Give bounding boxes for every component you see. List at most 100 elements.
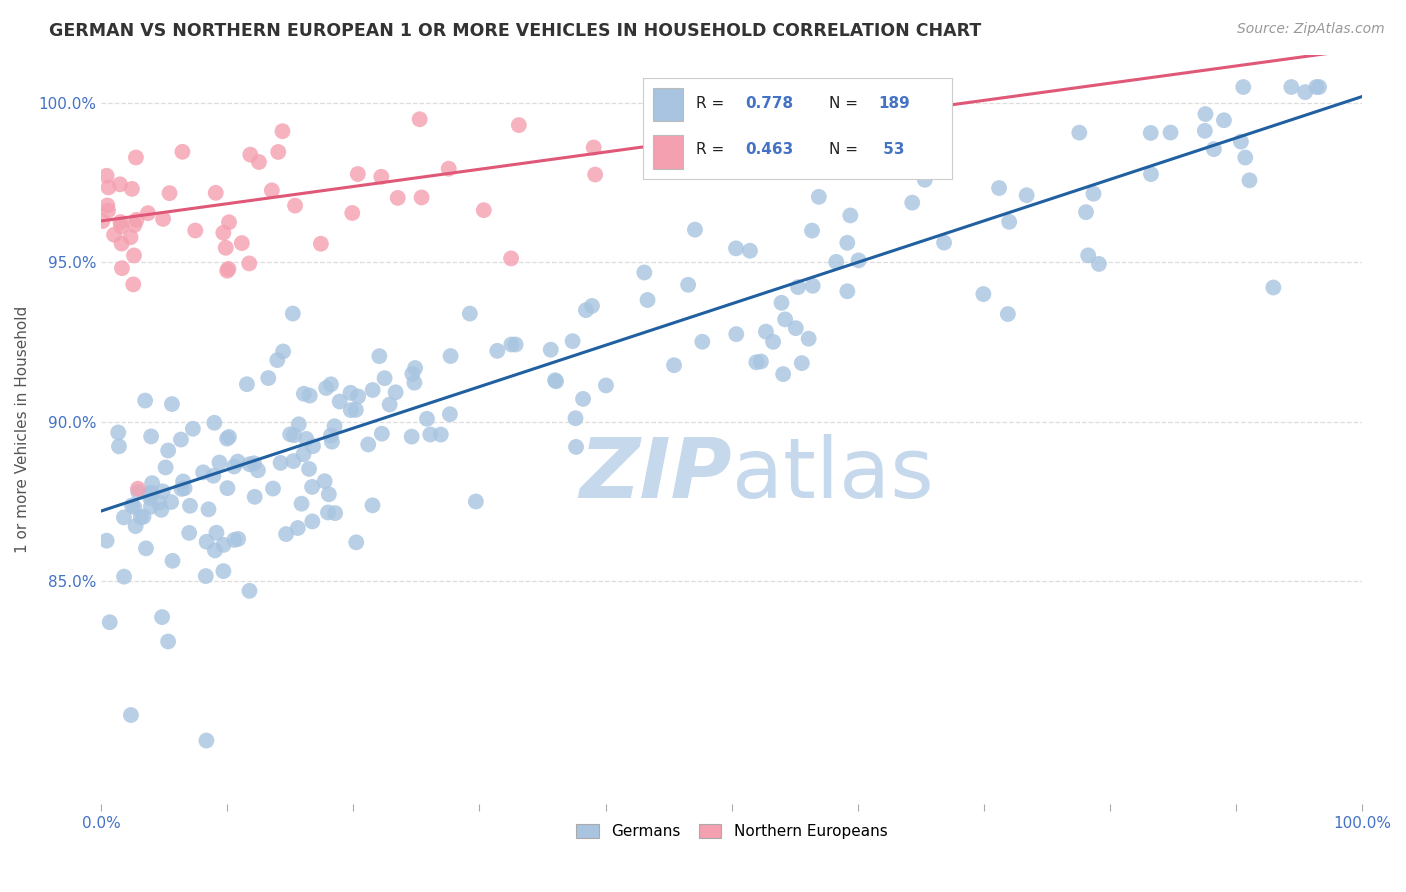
Point (1232, 80, 1254, 95)
Point (801, 278, 824, 293)
Point (676, 277, 699, 292)
Point (111, 261, 134, 276)
Point (374, 371, 396, 385)
Point (179, 499, 201, 513)
Point (314, 474, 336, 488)
Point (112, 569, 135, 583)
Point (243, 490, 266, 504)
Point (122, 500, 145, 514)
Point (564, 411, 586, 425)
Point (160, 397, 183, 411)
Point (212, 564, 235, 578)
Point (217, 481, 239, 495)
Point (204, 186, 226, 200)
Point (401, 367, 423, 381)
Point (1194, 107, 1216, 121)
Point (319, 428, 342, 442)
Point (184, 223, 207, 237)
Point (505, 337, 527, 351)
Point (437, 161, 460, 176)
Point (633, 265, 655, 279)
Point (139, 429, 162, 443)
Point (283, 428, 305, 442)
Point (837, 235, 859, 250)
Point (152, 211, 174, 226)
Point (110, 215, 132, 229)
Point (150, 610, 173, 624)
Point (544, 373, 567, 387)
Point (191, 466, 214, 480)
Point (222, 459, 245, 474)
Point (797, 332, 820, 346)
Point (139, 487, 162, 501)
Point (404, 376, 426, 390)
Point (271, 124, 294, 138)
Point (217, 263, 239, 277)
Point (321, 434, 343, 449)
Point (283, 454, 305, 468)
Point (344, 402, 367, 417)
Point (662, 358, 685, 372)
Point (121, 499, 143, 513)
Point (236, 377, 259, 392)
Point (246, 463, 269, 477)
Point (1077, 248, 1099, 262)
Point (839, 209, 862, 223)
Point (329, 394, 352, 409)
Point (988, 181, 1011, 195)
Point (683, 222, 706, 236)
Point (215, 241, 238, 255)
Point (127, 485, 149, 500)
Point (215, 432, 238, 446)
Point (136, 206, 159, 220)
Point (914, 173, 936, 187)
Point (212, 226, 235, 240)
Point (1202, 142, 1225, 156)
Point (271, 344, 294, 359)
Point (141, 486, 163, 500)
Point (411, 190, 433, 204)
Point (125, 151, 148, 165)
Y-axis label: 1 or more Vehicles in Household: 1 or more Vehicles in Household (15, 306, 30, 553)
Point (773, 312, 796, 326)
Point (439, 349, 461, 363)
Point (1160, 126, 1182, 140)
Point (725, 327, 748, 342)
Point (472, 203, 495, 218)
Point (464, 494, 486, 508)
Point (218, 215, 240, 229)
Point (292, 447, 315, 461)
Point (239, 147, 262, 161)
Point (224, 533, 246, 547)
Point (96, 169, 118, 183)
Point (218, 430, 240, 444)
Point (111, 236, 134, 251)
Point (194, 569, 217, 583)
Point (581, 299, 603, 313)
Point (724, 241, 747, 255)
Point (124, 218, 146, 232)
Point (287, 417, 309, 432)
Point (848, 253, 870, 268)
Point (998, 215, 1021, 229)
Point (1074, 205, 1097, 219)
Point (404, 361, 426, 376)
Point (972, 287, 994, 301)
Point (340, 403, 363, 417)
Point (172, 475, 194, 489)
Point (110, 219, 132, 234)
Point (323, 506, 346, 520)
Point (120, 230, 142, 244)
Point (243, 456, 266, 470)
Point (97, 180, 120, 194)
Point (295, 432, 318, 446)
Point (501, 337, 523, 351)
Point (790, 356, 813, 370)
Point (202, 416, 225, 430)
Point (1279, 80, 1302, 95)
Point (1294, 85, 1316, 99)
Point (208, 455, 231, 469)
Point (150, 503, 173, 517)
Point (1234, 151, 1257, 165)
Point (157, 443, 180, 458)
